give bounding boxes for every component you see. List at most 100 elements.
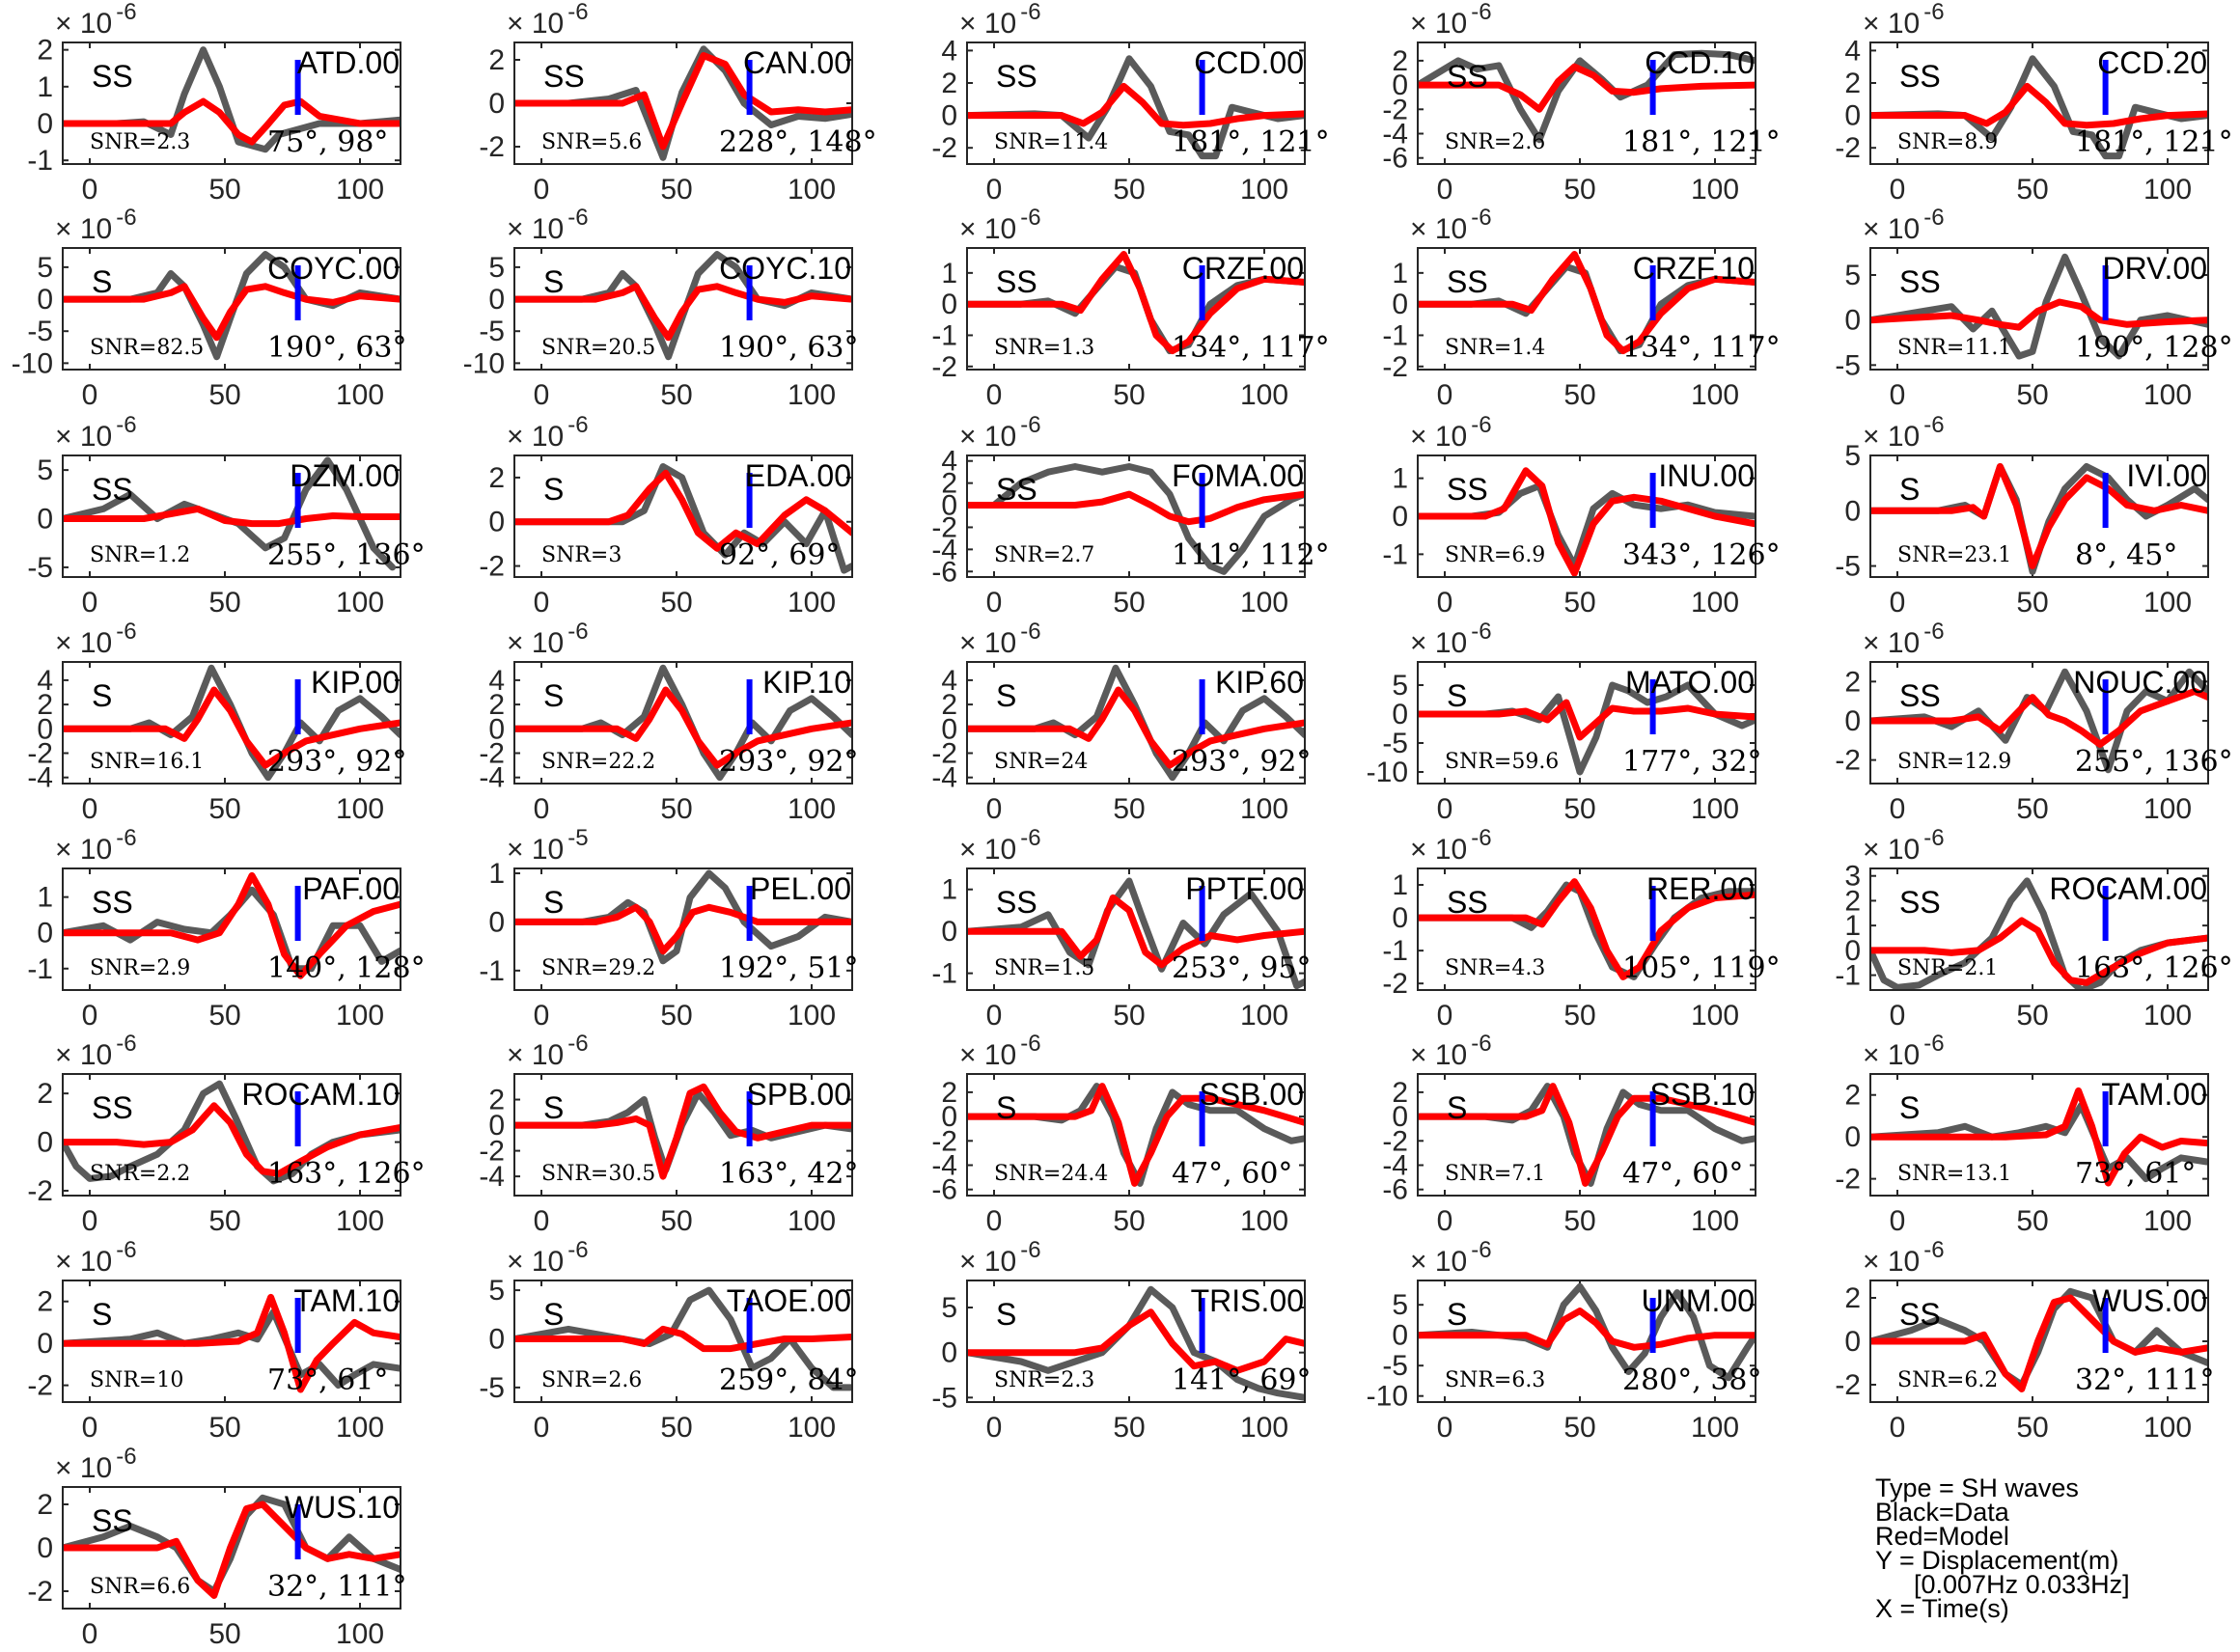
y-tick-label: -10 [12, 347, 53, 379]
y-tick-label: -1 [479, 955, 505, 987]
x-tick-label: 50 [660, 174, 692, 206]
snr-label: SNR=2.3 [90, 130, 190, 154]
model-trace [63, 505, 401, 528]
y-exponent-label: × 10 -6 [1410, 0, 1492, 40]
y-tick-label: -5 [479, 1372, 505, 1404]
y-tick-label: 0 [37, 284, 53, 316]
y-tick-label: -10 [463, 347, 505, 379]
x-tick-label: 100 [2143, 1205, 2192, 1237]
y-tick-label: 5 [1844, 440, 1861, 472]
y-exponent-label: × 10 -6 [1863, 412, 1945, 453]
x-tick-label: 100 [788, 379, 836, 411]
snr-label: SNR=6.9 [1445, 543, 1545, 567]
x-tick-label: 100 [2143, 1412, 2192, 1444]
station-label: DRV.00 [2102, 251, 2207, 286]
azimuth-label: 253°, 95° [1172, 951, 1312, 985]
station-label: CCD.00 [1194, 45, 1304, 80]
station-label: ATD.00 [297, 45, 400, 80]
axes-box [513, 1073, 853, 1197]
snr-label: SNR=23.1 [1897, 543, 2011, 567]
axes-box [1869, 247, 2209, 371]
x-tick-label: 0 [82, 1000, 98, 1032]
x-tick-label: 0 [986, 1205, 1003, 1237]
azimuth-label: 32°, 111° [2075, 1363, 2215, 1397]
axes-box [62, 41, 401, 165]
y-exponent-label: × 10 -6 [507, 619, 589, 659]
azimuth-label: 111°, 112° [1172, 538, 1330, 572]
azimuth-label: 192°, 51° [719, 951, 859, 985]
y-tick-label: 0 [37, 1328, 53, 1360]
data-trace [967, 463, 1305, 575]
panel-can-00: 2 0 -2 0 50 100 × 10 -6 SS CAN.00 SNR=5.6 228°, 148… [479, 0, 876, 206]
azimuth-label: 47°, 60° [1172, 1157, 1292, 1191]
phase-label: SS [543, 59, 585, 94]
phase-label: SS [1899, 1297, 1941, 1332]
x-tick-label: 100 [1240, 1412, 1288, 1444]
x-tick-label: 0 [1890, 1412, 1906, 1444]
phase-label: S [996, 1297, 1016, 1332]
y-tick-label: 0 [1392, 69, 1408, 101]
station-label: TAM.00 [2101, 1077, 2207, 1112]
y-exponent-label: × 10 -6 [959, 1237, 1041, 1278]
legend-type: Type = SH waves [1875, 1473, 2079, 1502]
axes-box [513, 41, 853, 165]
y-tick-label: 0 [488, 1323, 505, 1355]
y-tick-label: 2 [941, 689, 957, 721]
y-tick-label: -4 [27, 762, 53, 794]
x-tick-label: 100 [2143, 793, 2192, 825]
y-tick-label: 5 [941, 1292, 957, 1324]
x-tick-label: 100 [1691, 1205, 1739, 1237]
legend-red: Red=Model [1875, 1522, 2009, 1551]
model-trace [1870, 82, 2208, 129]
x-tick-label: 50 [1563, 1205, 1595, 1237]
x-tick-label: 50 [660, 1205, 692, 1237]
y-tick-label: -2 [27, 1175, 53, 1207]
x-tick-label: 50 [1563, 1412, 1595, 1444]
x-tick-label: 50 [660, 793, 692, 825]
y-tick-label: -1 [27, 953, 53, 985]
model-trace [1418, 699, 1756, 741]
legend-y: Y = Displacement(m) [1875, 1546, 2119, 1575]
y-tick-label: 0 [37, 1532, 53, 1564]
y-tick-label: 4 [1844, 35, 1861, 67]
y-exponent-label: × 10 -6 [507, 205, 589, 245]
snr-label: SNR=20.5 [541, 336, 655, 360]
y-tick-label: 2 [941, 1077, 957, 1109]
x-tick-label: 50 [660, 1412, 692, 1444]
y-tick-label: 0 [1844, 100, 1861, 132]
y-tick-label: 5 [488, 1275, 505, 1307]
axes-box [62, 1073, 401, 1197]
x-tick-label: 100 [336, 1618, 384, 1650]
station-label: FOMA.00 [1172, 458, 1304, 493]
x-tick-label: 100 [788, 587, 836, 619]
x-tick-label: 0 [1890, 1205, 1906, 1237]
phase-label: S [996, 678, 1016, 713]
azimuth-label: 73°, 61° [267, 1363, 388, 1397]
azimuth-label: 293°, 92° [267, 745, 407, 779]
y-tick-label: 0 [941, 1101, 957, 1133]
snr-label: SNR=16.1 [90, 750, 204, 774]
y-tick-label: -4 [931, 534, 957, 565]
y-tick-label: 0 [488, 1110, 505, 1142]
snr-label: SNR=6.6 [90, 1575, 190, 1599]
y-tick-label: 1 [1844, 910, 1861, 942]
y-tick-label: -5 [27, 552, 53, 584]
station-label: CAN.00 [743, 45, 851, 80]
x-tick-label: 0 [1437, 1000, 1453, 1032]
snr-label: SNR=29.2 [541, 956, 655, 980]
x-tick-label: 0 [82, 587, 98, 619]
phase-label: SS [1447, 59, 1488, 94]
station-label: PEL.00 [750, 871, 851, 906]
model-trace [967, 251, 1305, 355]
model-trace [967, 894, 1305, 969]
x-tick-label: 0 [1890, 793, 1906, 825]
snr-label: SNR=2.1 [1897, 956, 1998, 980]
y-tick-label: -2 [27, 1370, 53, 1402]
azimuth-label: 105°, 119° [1622, 951, 1781, 985]
azimuth-label: 75°, 98° [267, 125, 388, 159]
x-tick-label: 100 [1240, 587, 1288, 619]
